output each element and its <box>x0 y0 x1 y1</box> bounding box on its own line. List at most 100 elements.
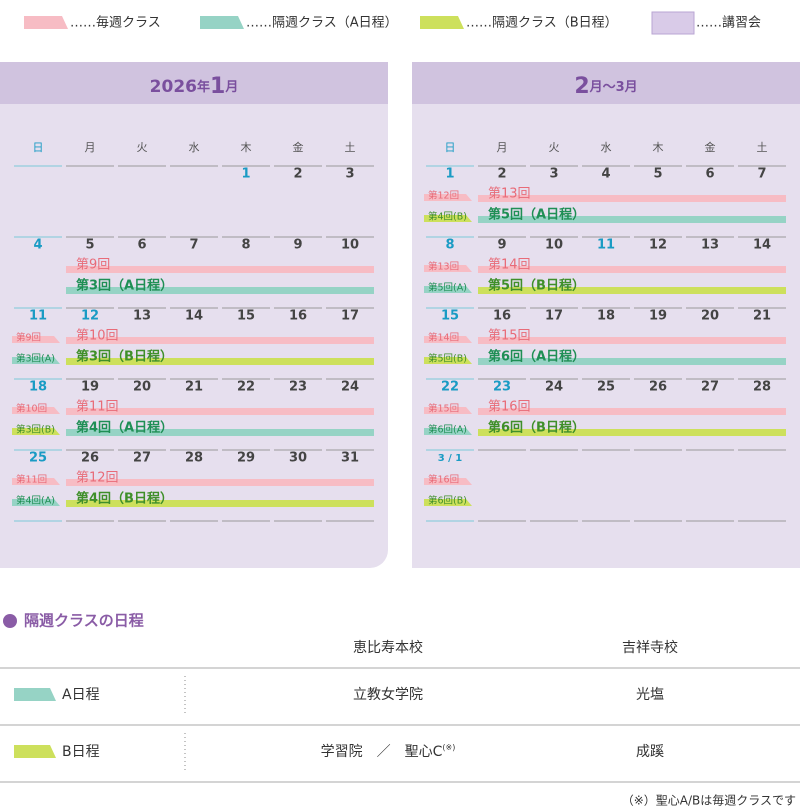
class-bar <box>66 337 374 344</box>
legend-label: ……隔週クラス（B日程） <box>466 16 618 31</box>
day-number: 5 <box>653 167 662 182</box>
class-bar <box>66 358 374 365</box>
day-number: 19 <box>81 380 99 395</box>
table-rows: A日程 立教女学院 光塩 B日程 学習院 ／ 聖心C(※) 成蹊 <box>14 686 664 760</box>
legend-label: ……隔週クラス（A日程） <box>246 16 398 31</box>
swatch <box>200 16 244 29</box>
class-bar <box>478 429 786 436</box>
weekday: 金 <box>705 140 716 154</box>
table-lines <box>0 667 800 783</box>
day-number: 21 <box>185 380 203 395</box>
day-number: 22 <box>441 380 459 395</box>
day-number: 3 <box>549 167 558 182</box>
small-label: 第3回(A) <box>16 353 55 365</box>
weekday: 木 <box>653 141 664 154</box>
calendar-header <box>412 62 800 104</box>
day-number: 21 <box>753 309 771 324</box>
class-bar <box>66 479 374 486</box>
small-label: 第15回 <box>428 403 459 415</box>
weekday: 火 <box>137 141 148 154</box>
small-bar <box>424 428 472 435</box>
small-bar <box>424 194 472 201</box>
small-label: 第16回 <box>428 474 459 486</box>
small-label: 第6回(B) <box>428 495 467 507</box>
swatch <box>14 745 56 758</box>
class-label: 第6回（B日程） <box>488 420 585 436</box>
day-number: 14 <box>185 309 203 324</box>
class-label: 第4回（B日程） <box>76 491 173 507</box>
calendar-title: 2026年1月 <box>150 74 239 99</box>
small-label: 第5回(A) <box>428 282 467 294</box>
small-bar <box>424 265 472 272</box>
class-label: 第16回 <box>488 400 531 415</box>
day-number: 29 <box>237 451 255 466</box>
calendar-title: 2月～3月 <box>574 74 637 99</box>
day-number: 11 <box>597 238 615 253</box>
day-number: 7 <box>189 238 198 253</box>
class-bar <box>478 195 786 202</box>
small-bar <box>424 215 472 222</box>
day-number: 26 <box>649 380 667 395</box>
day-number: 24 <box>545 380 563 395</box>
day-number: 25 <box>29 451 47 466</box>
title-part: 2 <box>574 74 589 99</box>
class-bar <box>478 287 786 294</box>
weekday: 土 <box>757 141 768 154</box>
class-bar <box>478 337 786 344</box>
calendar-header <box>0 62 388 104</box>
day-number: 26 <box>81 451 99 466</box>
small-label: 第14回 <box>428 332 459 344</box>
day-number: 14 <box>753 238 771 253</box>
class-bar <box>66 500 374 507</box>
day-number: 28 <box>753 380 771 395</box>
day-number: 28 <box>185 451 203 466</box>
day-number: 7 <box>757 167 766 182</box>
swatch <box>420 16 464 29</box>
school-name: 立教女学院 <box>353 686 423 703</box>
day-number: 13 <box>701 238 719 253</box>
weekday: 月 <box>85 141 96 154</box>
weekday: 日 <box>33 141 44 154</box>
title-part: 年 <box>197 79 210 95</box>
day-number: 6 <box>705 167 714 182</box>
weekday: 日 <box>445 141 456 154</box>
day-number: 22 <box>237 380 255 395</box>
title-part: 1 <box>210 74 225 99</box>
small-label: 第9回 <box>16 332 41 344</box>
small-label: 第4回(B) <box>428 211 467 223</box>
title-part: 2026 <box>150 77 197 97</box>
class-label: 第14回 <box>488 258 531 273</box>
day-number: 4 <box>601 167 610 182</box>
class-label: 第10回 <box>76 329 119 344</box>
day-number: 27 <box>133 451 151 466</box>
day-number: 20 <box>133 380 151 395</box>
day-number: 9 <box>293 238 302 253</box>
small-bar <box>12 336 60 343</box>
small-bar <box>12 357 60 364</box>
day-number: 4 <box>33 238 42 253</box>
legend-label: ……毎週クラス <box>70 15 161 31</box>
class-bar <box>66 408 374 415</box>
small-label: 第4回(A) <box>16 495 55 507</box>
day-number: 1 <box>241 167 250 182</box>
class-label: 第13回 <box>488 187 531 202</box>
title-part: 月～3月 <box>589 80 638 95</box>
day-number: 6 <box>137 238 146 253</box>
school: 光塩 <box>636 687 664 703</box>
column-header: 恵比寿本校 <box>353 639 423 656</box>
small-label: 第13回 <box>428 261 459 273</box>
day-number: 2 <box>497 167 506 182</box>
weekday: 月 <box>497 141 508 154</box>
row-label: B日程 <box>62 744 100 760</box>
day-number: 18 <box>597 309 615 324</box>
class-label: 第11回 <box>76 400 119 415</box>
day-number: 25 <box>597 380 615 395</box>
small-bar <box>12 499 60 506</box>
column-header: 吉祥寺校 <box>622 639 678 656</box>
small-bar <box>12 407 60 414</box>
swatch <box>651 11 695 35</box>
school: 学習院 ／ 聖心C(※) <box>321 743 456 761</box>
day-number: 18 <box>29 380 47 395</box>
class-bar <box>66 429 374 436</box>
day-number: 3 <box>345 167 354 182</box>
